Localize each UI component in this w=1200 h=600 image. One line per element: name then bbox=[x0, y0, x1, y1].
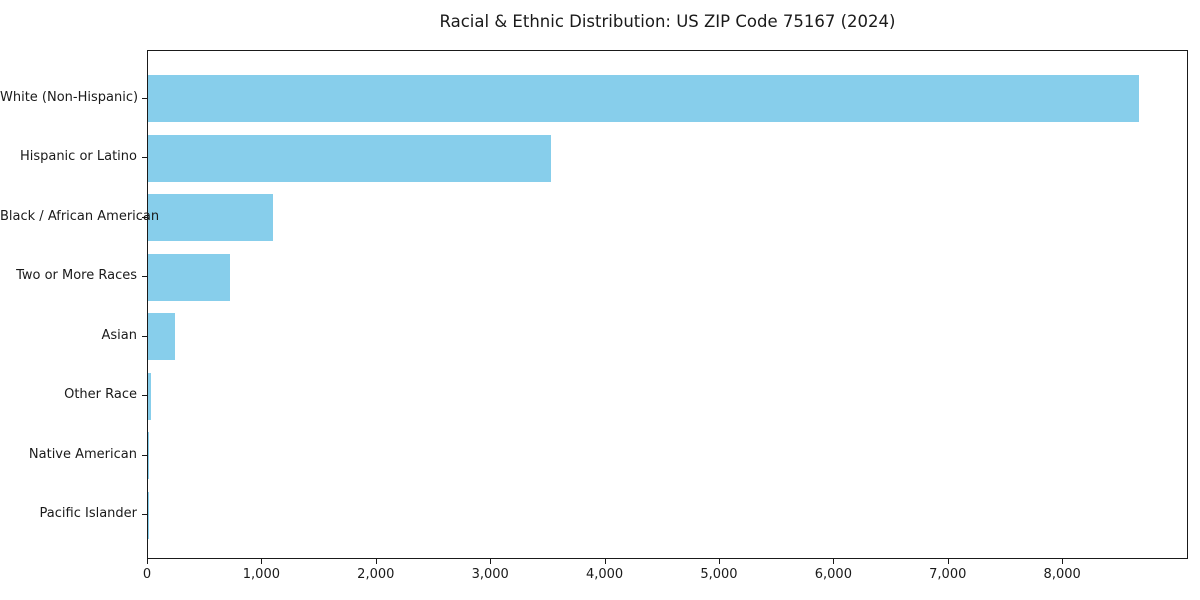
y-tick-mark bbox=[142, 395, 147, 397]
bar-native-american bbox=[148, 432, 149, 480]
y-axis-label: Pacific Islander bbox=[39, 506, 137, 522]
y-axis-label: Native American bbox=[28, 446, 137, 462]
y-tick-mark bbox=[142, 454, 147, 456]
x-axis-tick-label: 6,000 bbox=[814, 567, 852, 582]
x-axis-tick-label: 0 bbox=[142, 567, 152, 582]
y-tick-mark bbox=[142, 216, 147, 218]
y-tick-mark bbox=[142, 276, 147, 278]
x-axis-tick-label: 4,000 bbox=[585, 567, 624, 582]
x-tick-mark bbox=[375, 559, 377, 564]
x-tick-mark bbox=[947, 559, 949, 564]
y-tick-mark bbox=[142, 335, 147, 337]
y-axis-label: Hispanic or Latino bbox=[19, 149, 137, 165]
bar-white-non-hispanic bbox=[148, 75, 1139, 122]
plot-area bbox=[147, 50, 1188, 559]
x-axis-tick-label: 5,000 bbox=[700, 567, 738, 582]
bar-black-african-american bbox=[148, 194, 273, 242]
y-tick-mark bbox=[142, 157, 147, 159]
y-axis-label: White (Non-Hispanic) bbox=[0, 89, 139, 105]
y-axis-label: Asian bbox=[101, 327, 137, 343]
y-axis-label: Black / African American bbox=[0, 208, 160, 224]
bar-other-race bbox=[148, 372, 151, 420]
x-tick-mark bbox=[833, 559, 835, 564]
bar-asian bbox=[148, 313, 176, 361]
x-tick-mark bbox=[1062, 559, 1064, 564]
y-tick-mark bbox=[142, 97, 147, 99]
x-tick-mark bbox=[604, 559, 606, 564]
x-axis-tick-label: 8,000 bbox=[1043, 567, 1081, 582]
x-tick-mark bbox=[261, 559, 263, 564]
x-tick-mark bbox=[490, 559, 492, 564]
bar-two-or-more-races bbox=[148, 253, 231, 301]
y-axis-label: Two or More Races bbox=[16, 268, 137, 284]
y-tick-mark bbox=[142, 514, 147, 516]
x-tick-mark bbox=[147, 559, 148, 564]
x-tick-mark bbox=[718, 559, 720, 564]
x-axis-tick-label: 7,000 bbox=[929, 567, 967, 582]
chart-title: Racial & Ethnic Distribution: US ZIP Cod… bbox=[439, 12, 896, 31]
x-axis-tick-label: 3,000 bbox=[471, 567, 509, 582]
bar-hispanic-or-latino bbox=[148, 134, 551, 182]
x-axis-tick-label: 2,000 bbox=[357, 567, 395, 582]
y-axis-label: Other Race bbox=[64, 387, 137, 403]
x-axis-tick-label: 1,000 bbox=[242, 567, 280, 582]
